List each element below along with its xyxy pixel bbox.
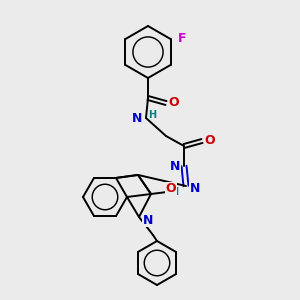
Text: H: H xyxy=(148,110,156,120)
Text: F: F xyxy=(178,32,187,46)
Text: N: N xyxy=(143,214,153,226)
Text: O: O xyxy=(166,182,176,196)
Text: H: H xyxy=(168,186,176,196)
Text: N: N xyxy=(190,182,200,194)
Text: O: O xyxy=(205,134,215,148)
Text: O: O xyxy=(168,188,177,198)
Text: O: O xyxy=(169,97,179,110)
Text: N: N xyxy=(170,160,180,172)
Text: N: N xyxy=(132,112,142,124)
Text: H: H xyxy=(170,187,180,197)
